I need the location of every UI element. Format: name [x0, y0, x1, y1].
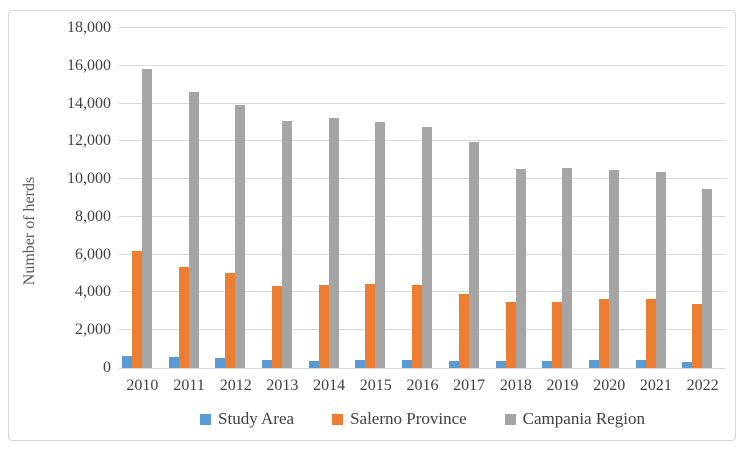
x-axis-tick-label-2014: 2014	[313, 377, 346, 394]
bar-salerno-province-2019	[552, 301, 563, 368]
legend: Study Area Salerno Province Campania Regio…	[119, 409, 726, 429]
bar-campania-region-2018	[515, 168, 526, 368]
gridline	[119, 102, 726, 104]
bar-study-area-2014	[308, 360, 319, 368]
x-axis-tick-label-2013: 2013	[266, 377, 299, 394]
bar-salerno-province-2011	[178, 266, 189, 368]
bar-salerno-province-2014	[318, 284, 329, 368]
bar-group-2014	[306, 28, 353, 368]
bar-study-area-2016	[402, 359, 413, 368]
bar-salerno-province-2020	[598, 299, 609, 368]
bar-salerno-province-2016	[412, 284, 423, 368]
x-axis-tick-label-2020: 2020	[593, 377, 626, 394]
bar-campania-region-2013	[282, 120, 293, 368]
bar-salerno-province-2010	[132, 250, 142, 368]
y-axis-tick-label: 10,000	[67, 170, 111, 188]
bar-group-2020	[586, 28, 633, 368]
gridline	[119, 27, 726, 28]
x-axis-tick-label-2017: 2017	[453, 377, 486, 394]
legend-swatch-icon	[332, 413, 344, 425]
y-axis-tick-label: 0	[103, 359, 111, 376]
legend-label: Study Area	[218, 409, 295, 428]
bar-salerno-province-2015	[365, 283, 376, 368]
y-axis-tick-label: 8,000	[75, 207, 111, 225]
bar-study-area-2018	[495, 361, 506, 368]
bar-group-2015	[352, 28, 399, 368]
bar-study-area-2017	[448, 360, 459, 368]
y-axis-tick-label: 12,000	[67, 132, 111, 150]
bar-group-2010	[119, 28, 166, 368]
bar-campania-region-2014	[328, 117, 339, 368]
x-axis-labels: 2010 2011 2012 2013 2014 2015 2016 2017 2018 2019…	[119, 377, 726, 395]
bar-group-2022	[679, 28, 726, 368]
x-axis-tick-label-2016: 2016	[406, 377, 439, 394]
x-axis-tick-label-2010: 2010	[126, 377, 159, 394]
bar-group-2012	[212, 28, 259, 368]
bar-salerno-province-2013	[272, 285, 283, 368]
bar-campania-region-2016	[422, 127, 433, 368]
plot-area	[119, 27, 726, 369]
legend-label: Salerno Province	[350, 409, 467, 428]
x-axis-tick-label-2012: 2012	[219, 377, 252, 394]
bar-group-2016	[399, 28, 446, 368]
legend-item-salerno-province: Salerno Province	[332, 409, 467, 429]
bar-group-2018	[493, 28, 540, 368]
bar-study-area-2012	[215, 357, 226, 368]
y-axis-tick-label: 18,000	[67, 19, 111, 36]
legend-swatch-icon	[504, 413, 516, 425]
x-axis-tick-label-2022: 2022	[686, 377, 719, 394]
bar-study-area-2020	[588, 360, 599, 368]
bar-study-area-2022	[682, 361, 693, 368]
bar-campania-region-2017	[468, 142, 479, 368]
bar-salerno-province-2012	[225, 272, 236, 368]
bar-campania-region-2020	[608, 169, 619, 368]
bar-salerno-province-2022	[692, 303, 703, 368]
bar-campania-region-2015	[375, 122, 386, 368]
legend-swatch-icon	[200, 413, 212, 425]
bar-groups	[119, 28, 726, 368]
bar-study-area-2021	[635, 359, 646, 368]
y-axis-title-text: Number of herds	[21, 176, 39, 286]
bar-study-area-2015	[355, 359, 366, 368]
bar-group-2019	[539, 28, 586, 368]
x-axis-tick-label-2011: 2011	[173, 377, 205, 394]
gridline	[119, 64, 726, 66]
bar-salerno-province-2017	[458, 294, 469, 368]
bar-study-area-2019	[542, 360, 553, 368]
bar-campania-region-2010	[142, 68, 152, 368]
bar-campania-region-2022	[702, 188, 713, 368]
bar-group-2021	[633, 28, 680, 368]
bar-campania-region-2019	[562, 167, 573, 368]
x-axis-tick-label-2021: 2021	[639, 377, 672, 394]
x-axis-tick-label-2019: 2019	[546, 377, 579, 394]
y-axis-tick-label: 4,000	[75, 283, 111, 301]
bar-salerno-province-2021	[645, 299, 656, 368]
bar-campania-region-2011	[188, 92, 199, 368]
bar-salerno-province-2018	[505, 301, 516, 368]
bar-study-area-2013	[262, 360, 273, 368]
y-axis-tick-label: 2,000	[75, 321, 111, 339]
bar-campania-region-2021	[655, 171, 666, 368]
chart-frame: Number of herds 0 2,000 4,000 6,000 8,000 10,…	[8, 10, 736, 441]
x-axis-tick-label-2015: 2015	[359, 377, 392, 394]
y-axis-tick-label: 6,000	[75, 245, 111, 263]
legend-item-study-area: Study Area	[200, 409, 294, 429]
bar-campania-region-2012	[235, 104, 246, 368]
y-axis-labels: 0 2,000 4,000 6,000 8,000 10,000 12,000 14,000 1…	[39, 20, 111, 376]
bar-study-area-2010	[122, 356, 132, 368]
bar-study-area-2011	[168, 357, 179, 368]
legend-label: Campania Region	[522, 409, 645, 428]
bar-group-2013	[259, 28, 306, 368]
legend-item-campania-region: Campania Region	[504, 409, 645, 429]
bar-group-2017	[446, 28, 493, 368]
y-axis-tick-label: 14,000	[67, 94, 111, 112]
y-axis-tick-label: 16,000	[67, 56, 111, 74]
bar-group-2011	[166, 28, 213, 368]
x-axis-tick-label-2018: 2018	[499, 377, 532, 394]
